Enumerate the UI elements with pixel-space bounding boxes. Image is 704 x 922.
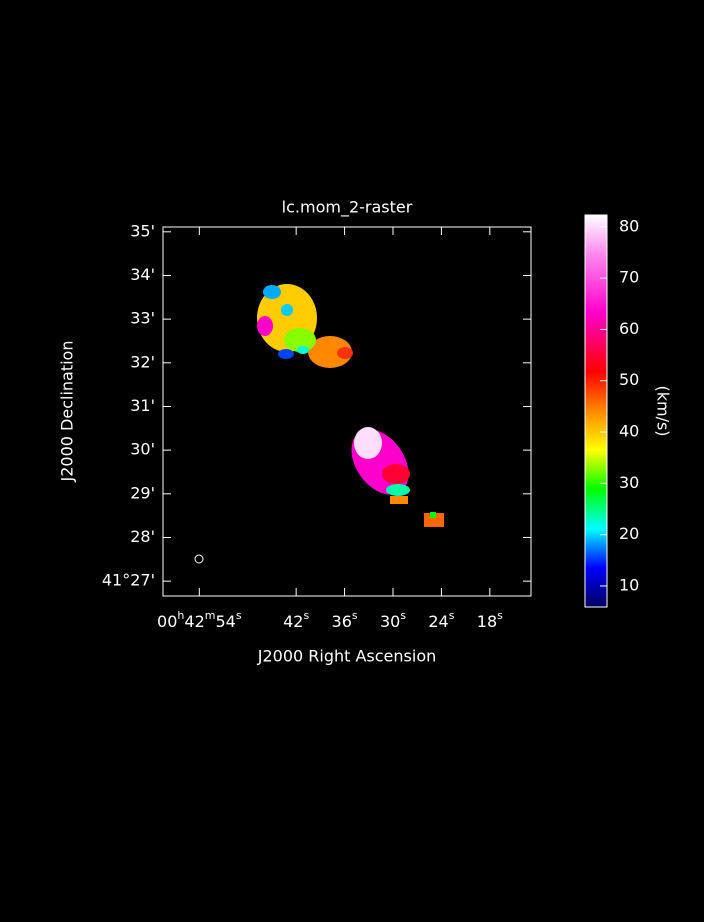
colorbar-tick-label: 80 <box>619 216 639 235</box>
x-axis-label: J2000 Right Ascension <box>257 647 437 666</box>
colorbar-tick-label: 10 <box>619 575 639 594</box>
colorbar-tick-label: 30 <box>619 473 639 492</box>
plot-frame <box>162 226 532 597</box>
y-tick-label: 28' <box>130 527 155 546</box>
colorbar-tick-label: 40 <box>619 422 639 441</box>
chart-title: lc.mom_2-raster <box>282 198 413 218</box>
y-tick-label: 29' <box>130 483 155 502</box>
x-tick-label: 36s <box>332 609 358 631</box>
colorbar-tick-label: 20 <box>619 524 639 543</box>
colorbar-tick-label: 70 <box>619 268 639 287</box>
y-axis-label: J2000 Declination <box>58 341 77 483</box>
colorbar-tick-label: 60 <box>619 319 639 338</box>
x-tick-label: 18s <box>477 609 503 631</box>
y-tick-label: 34' <box>130 265 155 284</box>
colorbar-tick-label: 50 <box>619 370 639 389</box>
y-tick-label: 33' <box>130 309 155 328</box>
x-tick-label: 00h42m54s <box>157 609 242 631</box>
x-tick-label: 42s <box>283 609 309 631</box>
raster-image <box>257 284 444 527</box>
y-tick-label: 31' <box>130 396 155 415</box>
beam <box>194 554 204 564</box>
colorbar <box>584 214 608 608</box>
x-tick-label: 30s <box>380 609 406 631</box>
y-tick-label: 35' <box>130 221 155 240</box>
x-tick-label: 24s <box>428 609 454 631</box>
colorbar-label: (km/s) <box>654 385 673 436</box>
y-tick-label: 41°27' <box>102 571 155 590</box>
y-tick-label: 30' <box>130 440 155 459</box>
y-tick-label: 32' <box>130 352 155 371</box>
